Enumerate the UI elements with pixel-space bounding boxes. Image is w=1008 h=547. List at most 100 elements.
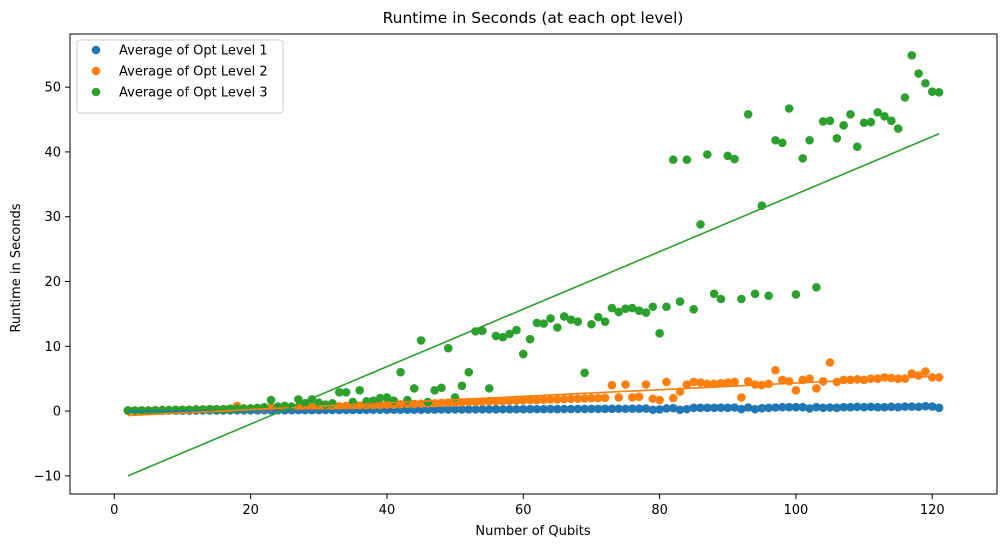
data-point xyxy=(791,290,801,299)
x-tick-label: 60 xyxy=(515,503,532,518)
data-point xyxy=(587,393,596,403)
data-point xyxy=(621,380,630,389)
data-point xyxy=(682,404,692,414)
data-point xyxy=(382,393,392,402)
data-point xyxy=(294,395,303,404)
data-point xyxy=(164,405,174,415)
y-axis-title: Runtime in Seconds xyxy=(9,203,24,332)
data-point xyxy=(532,318,542,328)
data-point xyxy=(805,135,814,145)
data-point xyxy=(430,386,439,395)
fit-line-3 xyxy=(127,133,940,477)
y-tick-label: 20 xyxy=(44,275,61,290)
data-point xyxy=(491,331,501,341)
data-point xyxy=(662,377,671,387)
legend-item: Average of Opt Level 2 xyxy=(91,65,268,80)
data-point xyxy=(852,142,862,152)
data-point xyxy=(641,380,651,389)
data-point xyxy=(921,78,930,88)
data-point xyxy=(144,406,153,415)
data-point xyxy=(607,380,617,390)
data-point xyxy=(341,401,351,411)
data-point xyxy=(409,384,419,393)
data-point xyxy=(559,312,569,321)
data-point xyxy=(743,376,753,386)
data-point xyxy=(566,394,576,404)
data-point xyxy=(655,329,664,338)
y-tick-label: 0 xyxy=(53,405,61,420)
data-point xyxy=(566,315,576,325)
x-axis-title: Number of Qubits xyxy=(475,524,590,539)
x-tick-label: 0 xyxy=(110,503,118,518)
data-point xyxy=(437,383,446,393)
data-point xyxy=(914,69,923,78)
data-point xyxy=(934,373,944,382)
legend-box xyxy=(76,39,284,114)
data-point xyxy=(832,377,842,387)
data-point xyxy=(634,392,644,402)
data-point xyxy=(880,111,889,121)
data-point xyxy=(150,406,160,415)
data-point xyxy=(893,124,903,133)
data-point xyxy=(873,108,883,117)
data-point xyxy=(641,308,651,317)
data-point xyxy=(157,405,167,415)
data-point xyxy=(593,393,603,403)
data-point xyxy=(471,397,480,407)
y-tick-label: 50 xyxy=(44,81,61,96)
data-point xyxy=(471,327,480,336)
data-point xyxy=(396,367,405,377)
data-point xyxy=(907,51,917,60)
data-point xyxy=(512,325,521,335)
x-tick-label: 80 xyxy=(651,503,668,518)
legend-item: Average of Opt Level 3 xyxy=(91,86,268,101)
data-point xyxy=(668,155,678,164)
data-point xyxy=(573,394,583,404)
data-point xyxy=(375,393,385,403)
data-point xyxy=(334,401,344,411)
data-point xyxy=(416,336,426,345)
data-point xyxy=(655,395,664,405)
legend-label: Average of Opt Level 3 xyxy=(119,86,268,101)
data-point xyxy=(498,332,508,342)
data-point xyxy=(573,317,583,326)
legend-item: Average of Opt Level 1 xyxy=(91,44,268,59)
data-point xyxy=(600,393,610,403)
data-point xyxy=(723,151,733,161)
data-point xyxy=(587,319,596,329)
x-tick-label: 120 xyxy=(920,503,945,518)
data-point xyxy=(614,307,623,317)
x-tick-label: 20 xyxy=(242,503,259,518)
data-point xyxy=(703,379,712,389)
data-point xyxy=(777,138,787,148)
data-point xyxy=(825,116,835,126)
data-point xyxy=(934,88,944,97)
data-point xyxy=(689,377,698,387)
data-point xyxy=(505,329,514,339)
data-point xyxy=(634,306,644,315)
data-point xyxy=(628,303,637,313)
data-point xyxy=(525,395,535,405)
data-point xyxy=(927,373,937,382)
data-point xyxy=(539,395,549,405)
data-point xyxy=(900,93,910,102)
data-point xyxy=(580,368,589,378)
data-point xyxy=(478,326,487,336)
data-point xyxy=(600,317,610,326)
legend-marker xyxy=(91,45,101,55)
chart-title: Runtime in Seconds (at each opt level) xyxy=(383,9,684,27)
data-point xyxy=(559,394,569,404)
data-point xyxy=(300,399,310,408)
data-point xyxy=(750,289,760,299)
y-tick-label: 30 xyxy=(44,210,61,225)
data-point xyxy=(341,387,351,397)
data-point xyxy=(818,117,828,126)
data-point xyxy=(743,110,753,119)
data-point xyxy=(266,395,276,405)
data-point xyxy=(737,393,746,402)
data-point xyxy=(777,375,787,385)
data-point xyxy=(668,393,678,403)
y-tick-label: 40 xyxy=(44,145,61,160)
data-point xyxy=(723,378,733,387)
data-point xyxy=(403,395,412,405)
